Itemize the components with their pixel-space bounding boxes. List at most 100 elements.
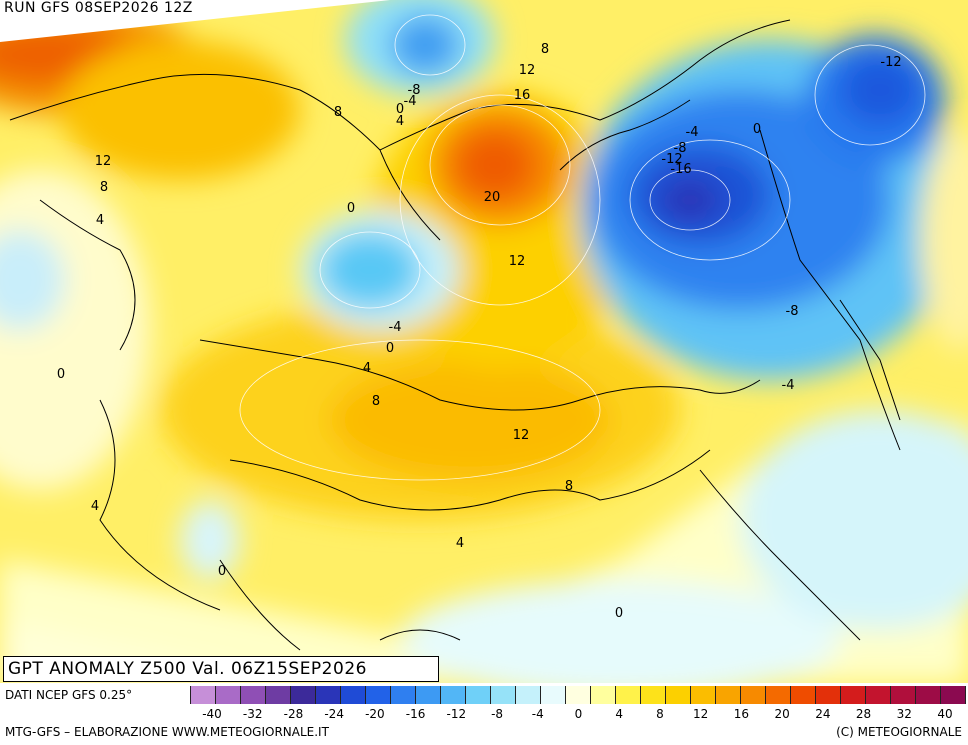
svg-text:12: 12 — [513, 428, 530, 443]
scale-swatch — [666, 686, 691, 704]
map-title: GPT ANOMALY Z500 Val. 06Z15SEP2026 — [3, 656, 439, 682]
credit-left: MTG-GFS – ELABORAZIONE WWW.METEOGIORNALE… — [5, 725, 329, 739]
scale-swatch — [291, 686, 316, 704]
scale-swatch — [916, 686, 941, 704]
contour-label: 12 — [513, 428, 530, 443]
legend-panel: DATI NCEP GFS 0.25° -40 -32 -28 -24 -20 -16 -1… — [0, 683, 968, 745]
scale-swatch — [741, 686, 766, 704]
scale-tick-label: 20 — [774, 707, 790, 721]
scale-tick-label: -12 — [446, 707, 467, 721]
svg-text:8: 8 — [100, 180, 108, 195]
scale-tick-label: -28 — [283, 707, 304, 721]
scale-tick-label: -8 — [491, 707, 504, 721]
svg-text:8: 8 — [565, 479, 573, 494]
svg-text:-4: -4 — [782, 378, 795, 393]
scale-swatch — [416, 686, 441, 704]
credit-right: (C) METEOGIORNALE — [836, 725, 962, 739]
scale-swatch — [591, 686, 616, 704]
svg-text:4: 4 — [96, 213, 104, 228]
scale-tick-label: 32 — [896, 707, 912, 721]
scale-tick-label: 24 — [815, 707, 831, 721]
contour-label: 8 — [372, 394, 380, 409]
map-corner-mask — [0, 0, 390, 42]
contour-label: 4 — [396, 114, 404, 129]
svg-text:8: 8 — [541, 42, 549, 57]
svg-text:0: 0 — [753, 122, 761, 137]
scale-swatch — [866, 686, 891, 704]
scale-swatch — [190, 686, 216, 704]
svg-text:16: 16 — [514, 88, 531, 103]
contour-label: 8 — [541, 42, 549, 57]
contour-label: -4 — [782, 378, 795, 393]
scale-swatch — [441, 686, 466, 704]
svg-text:-4: -4 — [686, 125, 699, 140]
svg-text:12: 12 — [95, 154, 112, 169]
scale-tick-label: 28 — [855, 707, 872, 721]
scale-tick-label: 16 — [733, 707, 750, 721]
scale-swatch — [541, 686, 566, 704]
contour-label: -4 — [686, 125, 699, 140]
scale-tick-label: 0 — [574, 707, 583, 721]
contour-label: -8 — [408, 83, 421, 98]
scale-swatch — [941, 686, 966, 704]
contour-label: 8 — [334, 105, 342, 120]
contour-label: 4 — [363, 361, 371, 376]
contour-label: 0 — [615, 606, 623, 621]
svg-text:-12: -12 — [880, 55, 901, 70]
scale-tick-label: 40 — [937, 707, 953, 721]
contour-label: 0 — [218, 564, 226, 579]
scale-swatch — [316, 686, 341, 704]
contour-label: 8 — [565, 479, 573, 494]
scale-swatch — [691, 686, 716, 704]
contour-labels: 8121620-8-40481284012-404804012840-4-8-1… — [57, 42, 902, 621]
contour-label: 20 — [484, 190, 501, 205]
svg-text:-4: -4 — [404, 94, 417, 109]
contour-label: 0 — [753, 122, 761, 137]
scale-swatch — [266, 686, 291, 704]
contour-label: 0 — [386, 341, 394, 356]
contour-label: 4 — [91, 499, 99, 514]
contour-label: 0 — [57, 367, 65, 382]
scale-swatch — [241, 686, 266, 704]
scale-swatch — [716, 686, 741, 704]
svg-text:4: 4 — [456, 536, 464, 551]
contour-label: 12 — [519, 63, 536, 78]
contour-label: 0 — [347, 201, 355, 216]
contour-label: 12 — [509, 254, 526, 269]
contour-label: -12 — [880, 55, 901, 70]
svg-text:0: 0 — [615, 606, 623, 621]
run-label: RUN GFS 08SEP2026 12Z — [4, 0, 193, 16]
isolines — [239, 14, 926, 481]
scale-tick-label: -24 — [324, 707, 344, 721]
contour-label: 12 — [95, 154, 112, 169]
scale-swatch — [466, 686, 491, 704]
svg-text:4: 4 — [91, 499, 99, 514]
svg-text:-4: -4 — [389, 320, 402, 335]
scale-swatch — [391, 686, 416, 704]
scale-swatch — [366, 686, 391, 704]
contour-label: -8 — [786, 304, 799, 319]
contour-label: -8 — [674, 141, 687, 156]
contour-label: 4 — [96, 213, 104, 228]
scale-swatch — [516, 686, 541, 704]
svg-text:8: 8 — [372, 394, 380, 409]
scale-swatch — [566, 686, 591, 704]
svg-text:12: 12 — [519, 63, 536, 78]
scale-swatch — [841, 686, 866, 704]
scale-swatch — [891, 686, 916, 704]
svg-text:0: 0 — [386, 341, 394, 356]
scale-tick-label: -16 — [405, 707, 426, 721]
scale-tick-label: 12 — [693, 707, 709, 721]
scale-tick-label: 8 — [656, 707, 664, 721]
scale-swatch — [641, 686, 666, 704]
contour-label: -12 — [661, 152, 682, 167]
color-scale-ticks: -40 -32 -28 -24 -20 -16 -12 -8 -4 0 4 8 12 16 20 24 28 32… — [0, 707, 968, 723]
scale-tick-label: -40 — [202, 707, 222, 721]
scale-tick-label: -20 — [365, 707, 385, 721]
contour-label: -4 — [389, 320, 402, 335]
scale-tick-label: -32 — [242, 707, 263, 721]
contour-label: 4 — [456, 536, 464, 551]
svg-text:-8: -8 — [786, 304, 799, 319]
scale-tick-label: 4 — [615, 707, 624, 721]
svg-text:12: 12 — [509, 254, 526, 269]
